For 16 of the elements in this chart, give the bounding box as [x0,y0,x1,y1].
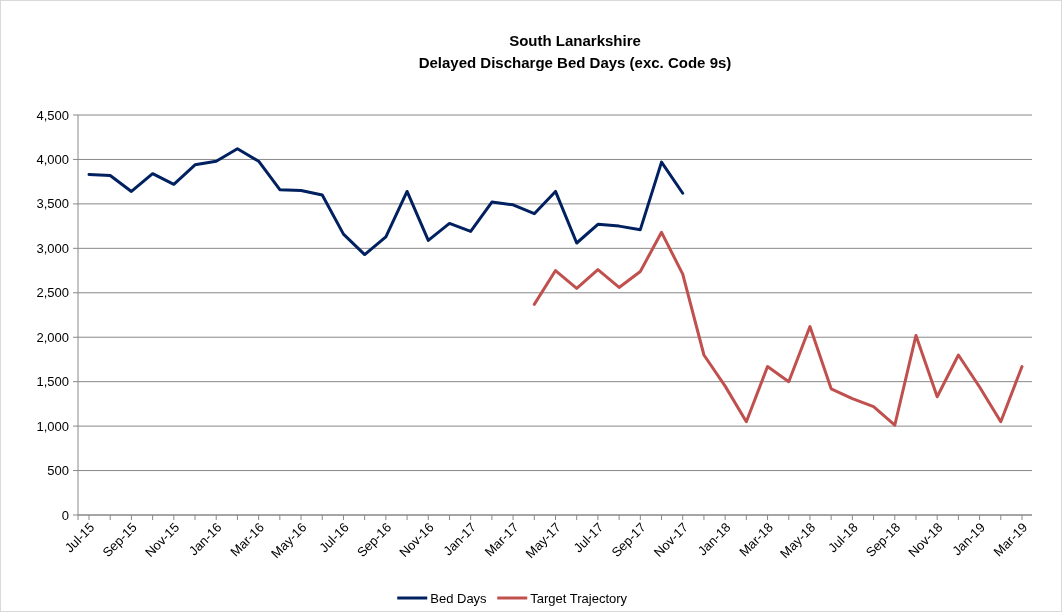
chart-title: South Lanarkshire [509,32,641,49]
line-series [87,147,685,257]
y-tick-label: 4,500 [36,107,69,123]
y-tick-label: 3,500 [36,196,69,212]
y-tick-label: 0 [61,507,69,523]
line-series [532,230,1024,427]
y-tick-label: 2,500 [36,285,69,301]
y-tick-label: 1,500 [36,374,69,390]
y-tick-label: 4,000 [36,151,69,167]
legend-label: Bed Days [430,590,488,606]
legend-label: Target Trajectory [530,590,628,606]
y-tick-label: 2,000 [36,329,69,345]
y-tick-label: 1,000 [36,418,69,434]
chart-subtitle: Delayed Discharge Bed Days (exc. Code 9s) [418,54,732,71]
y-tick-label: 3,000 [36,240,69,256]
y-tick-label: 500 [47,463,69,479]
